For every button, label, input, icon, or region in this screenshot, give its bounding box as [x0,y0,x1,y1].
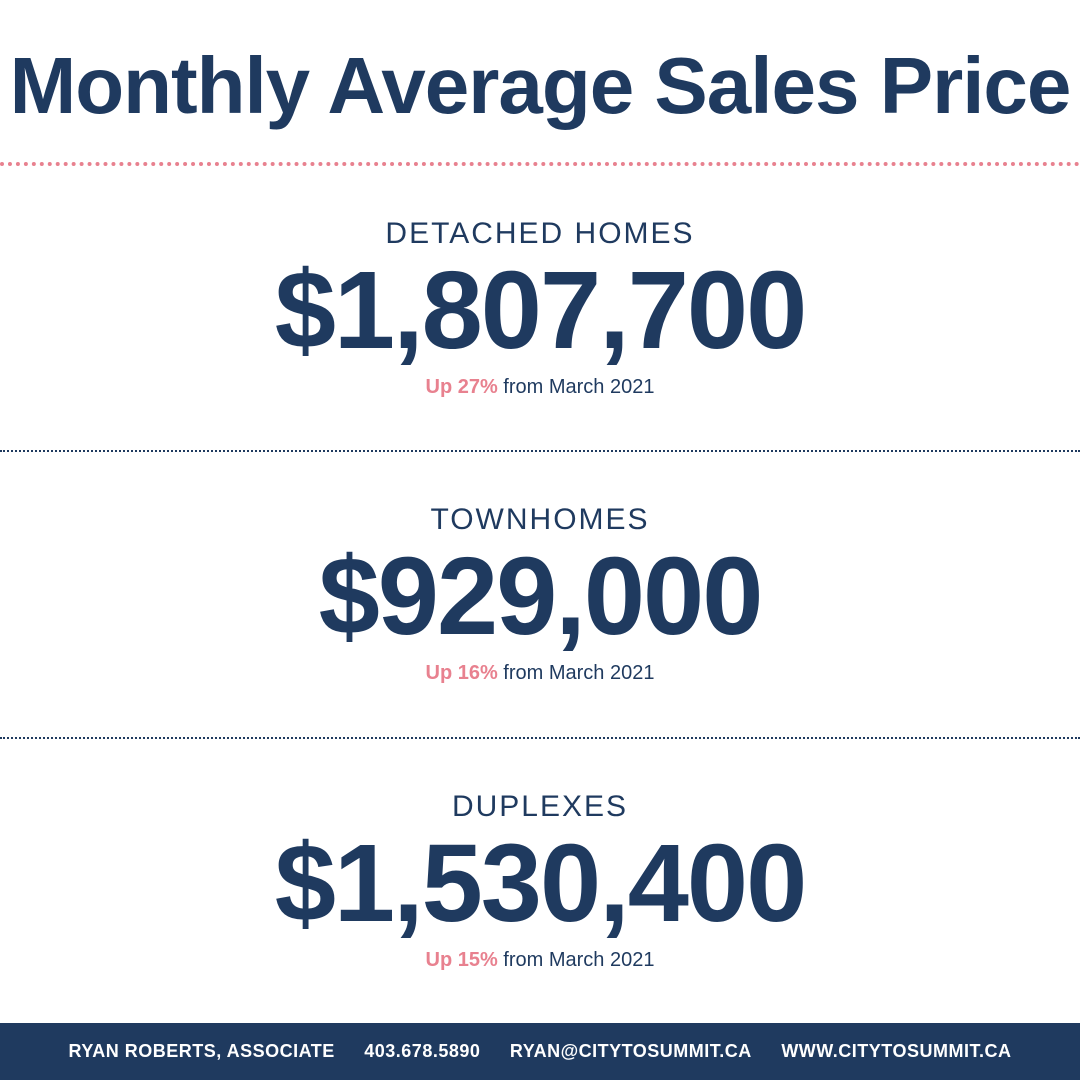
change-highlight: Up 15% [426,949,498,971]
section-detached-homes: DETACHED HOMES $1,807,700 Up 27% from Ma… [0,166,1080,450]
section-price: $1,807,700 [275,256,806,366]
footer-name: RYAN ROBERTS, ASSOCIATE [69,1041,335,1061]
change-highlight: Up 27% [426,376,498,398]
section-price: $929,000 [319,542,762,652]
change-rest: from March 2021 [498,949,655,971]
footer-email: RYAN@CITYTOSUMMIT.CA [510,1041,752,1061]
section-change: Up 27% from March 2021 [426,376,655,399]
section-label: DETACHED HOMES [385,217,694,251]
footer-phone: 403.678.5890 [364,1041,480,1061]
footer-website: WWW.CITYTOSUMMIT.CA [781,1041,1011,1061]
footer: RYAN ROBERTS, ASSOCIATE 403.678.5890 RYA… [0,1023,1080,1080]
section-change: Up 15% from March 2021 [426,949,655,972]
section-label: DUPLEXES [452,790,628,824]
section-townhomes: TOWNHOMES $929,000 Up 16% from March 202… [0,452,1080,736]
change-rest: from March 2021 [498,376,655,398]
header: Monthly Average Sales Price [0,0,1080,162]
page-title: Monthly Average Sales Price [0,40,1080,132]
change-rest: from March 2021 [498,662,655,684]
section-price: $1,530,400 [275,829,806,939]
section-duplexes: DUPLEXES $1,530,400 Up 15% from March 20… [0,739,1080,1023]
section-label: TOWNHOMES [430,503,649,537]
section-change: Up 16% from March 2021 [426,662,655,685]
change-highlight: Up 16% [426,662,498,684]
